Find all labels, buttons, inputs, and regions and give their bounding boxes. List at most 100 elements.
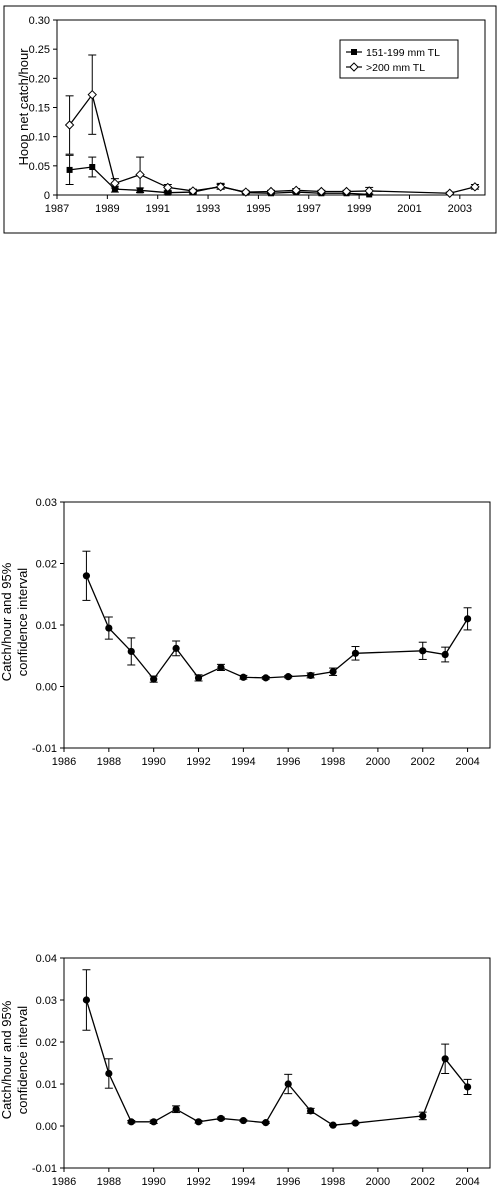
chart-1-legend-label: 151-199 mm TL: [366, 47, 440, 59]
chart-3-x-tick-label: 1986: [52, 1176, 76, 1188]
chart-2-data-point: [82, 572, 91, 580]
chart-2-y-axis-label-line: Catch/hour and 95%: [0, 562, 14, 681]
chart-3-data-point: [172, 1105, 180, 1113]
chart-1-y-tick-label: 0.10: [29, 132, 50, 144]
chart-2-y-tick-label: 0.03: [36, 497, 57, 509]
chart-3-series-1-line: [85, 999, 469, 1126]
chart-3-y-tick-label: 0.01: [36, 1079, 57, 1091]
chart-1-outer-frame: [3, 5, 497, 234]
chart-1-y-tick-label: 0: [44, 190, 50, 202]
chart-1-data-point: [110, 178, 120, 189]
chart-1-x-tick-label: 1987: [45, 203, 69, 215]
chart-1-data-point: [364, 186, 374, 196]
chart-3-data-point: [217, 1114, 225, 1123]
chart-2-series-1-line: [85, 575, 469, 681]
chart-1-y-tick-label: 0.25: [29, 44, 50, 56]
chart-3-plot-area: [63, 957, 491, 1169]
chart-1-data-point: [64, 120, 75, 130]
chart-1-y-tick-label: 0.20: [29, 73, 50, 85]
chart-2-y-tick-label: 0.00: [36, 682, 57, 694]
chart-2-data-point: [239, 673, 247, 681]
chart-3-data-point: [329, 1121, 337, 1129]
chart-1-legend-marker: [349, 62, 359, 72]
chart-2-x-tick-label: 1990: [141, 756, 165, 768]
chart-3-data-point: [419, 1112, 427, 1120]
chart-1-legend-box: [339, 39, 459, 79]
chart-1-x-tick-label: 1989: [95, 203, 119, 215]
chart-2-y-tick-label: 0.01: [36, 620, 57, 632]
chart-2-data-point: [127, 647, 135, 656]
chart-2-catch-ci: -0.01 0.00 0.01 0.02 0.03 1986 1988 1990 1992 199…: [0, 497, 491, 768]
chart-3-x-tick-label: 1992: [186, 1176, 210, 1188]
chart-1-x-tick-label: 2003: [448, 203, 472, 215]
chart-1-data-point: [445, 188, 455, 198]
chart-3-data-point: [463, 1083, 472, 1091]
chart-1-data-point: [66, 166, 73, 173]
chart-3-x-tick-label: 2004: [455, 1176, 479, 1188]
chart-2-data-point: [217, 663, 225, 672]
chart-2-x-tick-label: 2002: [410, 756, 434, 768]
chart-1-y-axis-label: Hoop net catch/hour: [16, 48, 31, 166]
chart-2-y-tick-label: -0.01: [32, 743, 57, 755]
chart-1-data-point: [291, 185, 301, 196]
chart-1-data-point: [163, 182, 173, 193]
chart-1-data-point: [87, 89, 97, 100]
chart-3-data-point: [82, 996, 91, 1004]
chart-1-legend-label: >200 mm TL: [366, 62, 425, 74]
chart-1-data-point: [215, 182, 226, 192]
chart-1-data-point: [316, 186, 327, 197]
chart-3-y-axis-label-line: Catch/hour and 95%: [0, 1000, 14, 1119]
chart-3-data-point: [150, 1118, 158, 1126]
chart-2-data-point: [419, 647, 427, 655]
chart-2-data-point: [284, 673, 292, 681]
chart-3-data-point: [105, 1069, 113, 1078]
chart-3-x-tick-label: 1998: [321, 1176, 345, 1188]
chart-3-y-tick-label: 0.03: [36, 995, 57, 1007]
chart-1-data-point: [164, 189, 171, 196]
chart-2-x-tick-label: 2004: [455, 756, 479, 768]
chart-1-y-tick-label: 0.05: [29, 161, 50, 173]
chart-3-x-tick-label: 2000: [366, 1176, 390, 1188]
chart-3-data-point: [127, 1118, 135, 1126]
chart-2-data-point: [172, 644, 180, 652]
chart-3-data-point: [239, 1116, 247, 1125]
chart-3-x-tick-label: 2002: [410, 1176, 434, 1188]
chart-2-x-tick-label: 1988: [97, 756, 121, 768]
chart-1-data-point: [241, 187, 251, 197]
chart-2-data-point: [105, 624, 113, 632]
chart-2-plot-area: [63, 501, 491, 749]
chart-1-data-point: [341, 186, 352, 197]
chart-3-y-tick-label: 0.04: [36, 953, 57, 965]
chart-1-legend-marker: [351, 49, 357, 55]
chart-1-data-point: [188, 186, 198, 196]
chart-1-x-tick-label: 2001: [397, 203, 421, 215]
chart-3-y-tick-label: 0.02: [36, 1037, 57, 1049]
chart-3-data-point: [194, 1118, 203, 1126]
chart-2-x-tick-label: 1998: [321, 756, 345, 768]
chart-2-y-axis-label-line: confidence interval: [15, 568, 30, 677]
chart-1-data-point: [89, 164, 96, 170]
chart-3-y-axis-label: Catch/hour and 95%confidence interval: [0, 1000, 30, 1119]
chart-1-y-axis-label-line: Hoop net catch/hour: [16, 48, 31, 166]
chart-2-x-tick-label: 1992: [186, 756, 210, 768]
chart-2-data-point: [194, 674, 203, 682]
chart-3-data-point: [441, 1055, 449, 1063]
chart-1-x-tick-label: 1999: [347, 203, 371, 215]
chart-2-data-point: [329, 668, 337, 676]
chart-1-x-tick-label: 1997: [297, 203, 321, 215]
chart-2-data-point: [441, 650, 449, 659]
chart-1-x-tick-label: 1991: [145, 203, 169, 215]
chart-3-y-axis-label-line: confidence interval: [15, 1006, 30, 1115]
chart-3-y-tick-label: -0.01: [32, 1163, 57, 1175]
chart-1-y-tick-label: 0.15: [29, 103, 50, 115]
chart-3-x-tick-label: 1988: [97, 1176, 121, 1188]
chart-2-data-point: [262, 674, 270, 682]
chart-2-y-axis-label: Catch/hour and 95%confidence interval: [0, 562, 30, 681]
chart-3-x-tick-label: 1994: [231, 1176, 255, 1188]
chart-2-x-tick-label: 2000: [366, 756, 390, 768]
chart-3-catch-ci: -0.01 0.00 0.01 0.02 0.03 0.04 1986 1988 1990 199…: [0, 953, 491, 1188]
chart-2-data-point: [351, 649, 360, 657]
chart-3-data-point: [284, 1080, 292, 1088]
chart-2-x-tick-label: 1986: [52, 756, 76, 768]
